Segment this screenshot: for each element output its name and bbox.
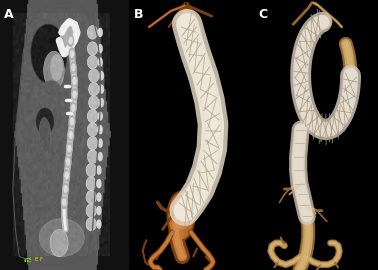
- Circle shape: [70, 102, 76, 114]
- Polygon shape: [59, 22, 77, 54]
- Circle shape: [100, 99, 104, 107]
- Ellipse shape: [34, 81, 64, 124]
- Circle shape: [98, 45, 102, 53]
- Ellipse shape: [31, 24, 67, 84]
- Ellipse shape: [44, 51, 64, 89]
- Ellipse shape: [167, 192, 195, 240]
- Circle shape: [97, 193, 101, 201]
- Circle shape: [68, 145, 71, 152]
- Ellipse shape: [172, 197, 192, 230]
- Circle shape: [97, 166, 101, 174]
- Circle shape: [72, 75, 77, 87]
- Ellipse shape: [87, 42, 98, 55]
- Ellipse shape: [87, 109, 98, 123]
- Circle shape: [63, 199, 66, 206]
- Text: A: A: [4, 8, 14, 21]
- Circle shape: [65, 156, 71, 168]
- Ellipse shape: [87, 136, 98, 150]
- Ellipse shape: [39, 118, 51, 152]
- Circle shape: [64, 186, 67, 192]
- Text: B: B: [134, 8, 144, 21]
- Circle shape: [69, 116, 75, 127]
- Circle shape: [98, 28, 102, 36]
- Circle shape: [100, 72, 104, 80]
- Ellipse shape: [86, 204, 96, 217]
- Circle shape: [97, 220, 101, 228]
- Circle shape: [67, 159, 70, 165]
- Circle shape: [68, 35, 73, 46]
- Ellipse shape: [89, 96, 99, 109]
- Circle shape: [69, 37, 72, 44]
- Circle shape: [64, 170, 70, 181]
- Text: C: C: [258, 8, 267, 21]
- Circle shape: [69, 132, 72, 138]
- Ellipse shape: [86, 190, 96, 204]
- Circle shape: [62, 197, 67, 208]
- Circle shape: [98, 58, 102, 66]
- Circle shape: [70, 62, 76, 73]
- Ellipse shape: [87, 123, 98, 136]
- Circle shape: [98, 139, 102, 147]
- Ellipse shape: [86, 217, 96, 231]
- Circle shape: [97, 180, 101, 188]
- Ellipse shape: [87, 26, 98, 39]
- Ellipse shape: [87, 55, 98, 69]
- Circle shape: [63, 183, 68, 195]
- Circle shape: [72, 89, 77, 100]
- Circle shape: [68, 129, 73, 141]
- Circle shape: [67, 143, 72, 154]
- Circle shape: [98, 126, 102, 134]
- Ellipse shape: [74, 114, 85, 146]
- Circle shape: [70, 51, 73, 57]
- Circle shape: [98, 112, 102, 120]
- Ellipse shape: [87, 150, 98, 163]
- Ellipse shape: [50, 230, 68, 256]
- Circle shape: [97, 207, 101, 215]
- Ellipse shape: [50, 54, 63, 81]
- Ellipse shape: [86, 177, 96, 190]
- Circle shape: [73, 78, 76, 84]
- Ellipse shape: [89, 82, 99, 96]
- Circle shape: [98, 153, 102, 161]
- Circle shape: [72, 105, 75, 111]
- Text: m: m: [23, 257, 31, 263]
- Text: E: E: [35, 256, 38, 262]
- Text: F: F: [40, 256, 43, 262]
- Circle shape: [73, 91, 76, 98]
- Ellipse shape: [39, 219, 84, 256]
- Circle shape: [100, 85, 104, 93]
- Ellipse shape: [89, 69, 99, 82]
- Circle shape: [70, 118, 73, 125]
- Circle shape: [65, 172, 68, 179]
- Circle shape: [72, 64, 75, 71]
- Ellipse shape: [36, 108, 54, 135]
- Ellipse shape: [86, 163, 96, 177]
- Circle shape: [69, 48, 75, 60]
